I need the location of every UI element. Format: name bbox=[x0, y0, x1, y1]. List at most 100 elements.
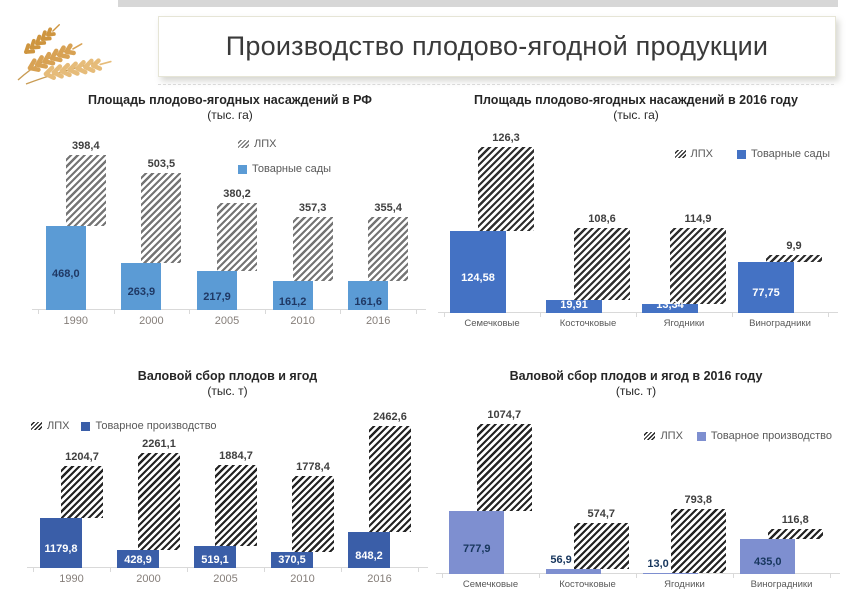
value-label-hatch: 116,8 bbox=[781, 514, 809, 527]
value-label-solid: 435,0 bbox=[753, 556, 782, 569]
chart-title: Валовой сбор плодов и ягод в 2016 году bbox=[509, 369, 763, 383]
value-label-solid: 848,2 bbox=[355, 549, 383, 562]
legend-label: Товарное производство bbox=[710, 430, 832, 442]
legend-item-lph: ЛПХ bbox=[674, 148, 713, 160]
legend-label: ЛПХ bbox=[47, 420, 70, 432]
bar-solid bbox=[45, 226, 86, 310]
chart-title: Валовой сбор плодов и ягод bbox=[137, 369, 318, 383]
value-label-hatch: 355,4 bbox=[374, 202, 402, 215]
axis-tick bbox=[442, 574, 443, 578]
chart-legend: ЛПХ Товарные сады bbox=[674, 148, 830, 160]
axis-tick bbox=[340, 310, 342, 314]
chart-harvest-2016: Валовой сбор плодов и ягод в 2016 году (… bbox=[432, 366, 840, 604]
category-label: Виноградники bbox=[749, 318, 811, 329]
category-label: Косточковые bbox=[559, 579, 616, 590]
bar-hatch-lph bbox=[670, 228, 726, 305]
value-label-hatch: 398,4 bbox=[72, 139, 100, 152]
placeholder-divider bbox=[158, 84, 834, 85]
bar-solid bbox=[642, 304, 698, 313]
category-label: 2010 bbox=[290, 315, 315, 327]
bar-hatch-lph bbox=[670, 508, 726, 573]
value-label-hatch: 1204,7 bbox=[65, 450, 99, 463]
bar-solid bbox=[643, 572, 699, 574]
bar-solid bbox=[194, 545, 236, 568]
value-label-hatch: 114,9 bbox=[684, 213, 712, 226]
category-label: Виноградники bbox=[750, 579, 813, 590]
axis-tick bbox=[416, 310, 417, 314]
bar-hatch-lph bbox=[292, 217, 333, 282]
bar-solid bbox=[348, 281, 389, 310]
chart-subtitle: (тыс. т) bbox=[207, 384, 248, 399]
axis-tick bbox=[341, 568, 342, 572]
bar-solid bbox=[546, 569, 602, 574]
value-label-solid: 428,9 bbox=[124, 554, 152, 566]
category-label: 2000 bbox=[139, 315, 164, 327]
bar-hatch-lph bbox=[476, 423, 532, 511]
category-label: 2016 bbox=[367, 573, 392, 585]
bar-hatch-lph bbox=[368, 217, 409, 282]
bar-hatch-lph bbox=[141, 172, 182, 263]
bar-hatch-lph bbox=[217, 202, 257, 271]
category-label: Ягодники bbox=[664, 579, 705, 590]
legend-label: Товарные сады bbox=[252, 163, 332, 175]
bar-hatch-lph bbox=[767, 529, 823, 539]
square-swatch-icon bbox=[736, 149, 746, 159]
value-label-hatch: 1074,7 bbox=[487, 408, 522, 421]
chart-title: Площадь плодово-ягодных насаждений в РФ bbox=[88, 93, 372, 107]
category-label: Семечковые bbox=[462, 579, 519, 590]
bar-hatch-lph bbox=[215, 465, 257, 546]
bar-hatch-lph bbox=[61, 465, 103, 518]
axis-line bbox=[436, 573, 840, 574]
axis-tick bbox=[540, 313, 541, 317]
legend-item-solid: Товарное производство bbox=[696, 430, 832, 442]
chart-legend: ЛПХ Товарные сады bbox=[238, 138, 331, 175]
category-label: 2005 bbox=[213, 573, 238, 585]
plot-area: 398,4 468,0 503,5 263,9 380,2 217,9 357,3 161,2… bbox=[32, 90, 426, 314]
value-label-solid: 1179,8 bbox=[44, 542, 78, 555]
legend-label: Товарные сады bbox=[750, 148, 830, 160]
bar-solid bbox=[121, 262, 162, 310]
wheat-ears-image bbox=[17, 24, 112, 85]
bar-solid bbox=[740, 538, 796, 574]
chart-legend: ЛПХ Товарное производство bbox=[31, 420, 217, 432]
bar-solid bbox=[197, 271, 237, 310]
value-label-hatch: 108,6 bbox=[588, 213, 616, 226]
bar-solid bbox=[449, 511, 505, 574]
value-label-solid: 13,34 bbox=[656, 299, 684, 311]
value-label-solid: 777,9 bbox=[462, 542, 491, 555]
legend-label: ЛПХ bbox=[690, 148, 713, 160]
legend-label: Товарное производство bbox=[95, 420, 217, 432]
value-label-solid: 13,0 bbox=[647, 557, 669, 570]
plot-area: 1204,7 1179,8 2261,1 428,9 1884,7 519,1 1778,4… bbox=[27, 366, 428, 572]
value-label-hatch: 2462,6 bbox=[373, 411, 407, 424]
axis-tick bbox=[33, 568, 34, 572]
bar-hatch-lph bbox=[573, 522, 629, 570]
axis-tick bbox=[38, 310, 39, 314]
chart-harvest: Валовой сбор плодов и ягод (тыс. т) ЛПХ … bbox=[25, 366, 430, 600]
category-label: Семечковые bbox=[464, 318, 520, 329]
chart-title: Площадь плодово-ягодных насаждений в 201… bbox=[474, 93, 798, 107]
value-label-solid: 124,58 bbox=[461, 271, 495, 284]
legend-item-lph: ЛПХ bbox=[644, 430, 683, 442]
legend-label: ЛПХ bbox=[660, 430, 683, 442]
slide-title-box: Производство плодово-ягодной продукции bbox=[158, 16, 836, 77]
category-label: 2016 bbox=[365, 315, 391, 327]
chart-legend: ЛПХ Товарное производство bbox=[644, 430, 832, 442]
bar-hatch-lph bbox=[138, 452, 180, 550]
value-label-hatch: 126,3 bbox=[492, 132, 520, 145]
category-label: Ягодники bbox=[663, 318, 705, 329]
value-label-hatch: 1884,7 bbox=[219, 450, 253, 463]
bar-solid bbox=[271, 552, 313, 568]
axis-tick bbox=[189, 310, 191, 314]
legend-item-solid: Товарные сады bbox=[238, 163, 331, 175]
value-label-hatch: 793,8 bbox=[684, 493, 713, 506]
bar-hatch-lph bbox=[478, 147, 534, 231]
slide-title: Производство плодово-ягодной продукции bbox=[225, 31, 769, 61]
square-swatch-icon bbox=[238, 164, 247, 174]
axis-tick bbox=[828, 313, 829, 317]
bar-hatch-lph bbox=[574, 228, 630, 300]
bar-solid bbox=[738, 261, 794, 313]
bar-solid bbox=[450, 230, 506, 313]
plot-area: 126,3 124,58 108,6 19,91 114,9 13,34 9,9 77,75 bbox=[438, 90, 838, 317]
